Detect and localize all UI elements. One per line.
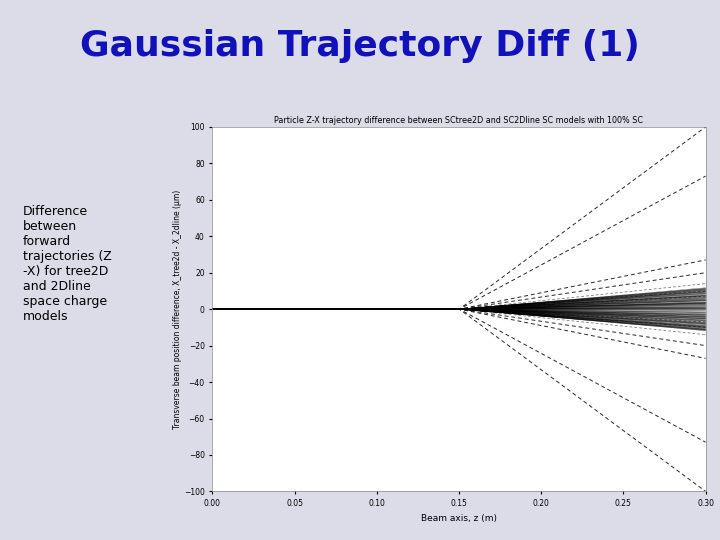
Y-axis label: Transverse beam position difference, X_tree2d - X_2dline (μm): Transverse beam position difference, X_t… [174, 190, 182, 429]
Title: Particle Z-X trajectory difference between SCtree2D and SC2Dline SC models with : Particle Z-X trajectory difference betwe… [274, 116, 644, 125]
Text: Gaussian Trajectory Diff (1): Gaussian Trajectory Diff (1) [80, 29, 640, 63]
X-axis label: Beam axis, z (m): Beam axis, z (m) [421, 514, 497, 523]
Text: Difference
between
forward
trajectories (Z
-X) for tree2D
and 2Dline
space charg: Difference between forward trajectories … [23, 205, 112, 323]
